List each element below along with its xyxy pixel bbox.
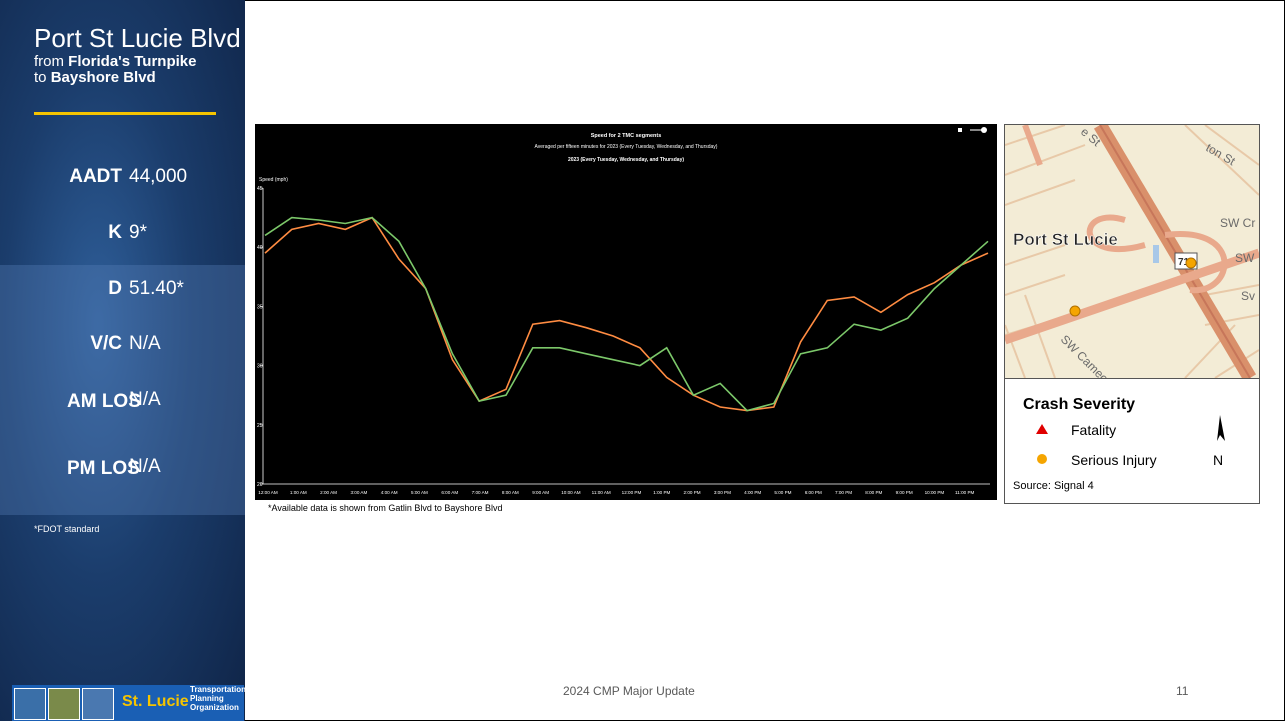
chart-x-tick-label: 11:00 AM <box>592 490 611 495</box>
chart-x-tick-label: 6:00 PM <box>805 490 822 495</box>
map-svg: 716 Port St Lucie ton St e St SW Cr SW S… <box>1005 125 1259 378</box>
chart-x-tick-label: 5:00 PM <box>774 490 791 495</box>
legend-serious-injury: Serious Injury <box>1071 452 1157 468</box>
chart-x-tick-label: 7:00 AM <box>472 490 489 495</box>
chart-y-tick-label: 25 <box>257 423 263 429</box>
street-label: SW Cr <box>1220 216 1255 230</box>
chart-x-tick-label: 8:00 PM <box>865 490 882 495</box>
chart-x-tick-label: 2:00 PM <box>684 490 701 495</box>
corridor-to: to Bayshore Blvd <box>34 70 156 86</box>
metric-value-d: 51.40* <box>129 278 184 299</box>
chart-y-tick-label: 20 <box>257 482 263 488</box>
chart-x-tick-label: 10:00 AM <box>561 490 581 495</box>
chart-x-tick-label: 9:00 PM <box>896 490 913 495</box>
logo-name: St. Lucie <box>122 693 189 710</box>
chart-x-tick-label: 11:00 PM <box>955 490 974 495</box>
from-word: from <box>34 53 64 70</box>
metric-label-k: K <box>108 222 122 243</box>
metric-value-am-los: N/A <box>129 389 161 410</box>
chart-footnote: *Available data is shown from Gatlin Blv… <box>268 503 503 513</box>
port-st-lucie-blvd <box>1005 248 1259 345</box>
metric-value-pm-los: N/A <box>129 456 161 477</box>
chart-x-tick-label: 7:00 PM <box>835 490 852 495</box>
chart-subtitle-2: 2023 (Every Tuesday, Wednesday, and Thur… <box>568 157 684 163</box>
north-label: N <box>1213 452 1224 468</box>
chart-x-tick-label: 2:00 AM <box>320 490 337 495</box>
metric-value-k: 9* <box>129 222 147 243</box>
chart-toggle-icon[interactable] <box>981 127 987 133</box>
to-place: Bayshore Blvd <box>50 69 156 86</box>
bus-icon <box>14 688 46 720</box>
footer-title: 2024 CMP Major Update <box>563 684 695 698</box>
chart-x-tick-label: 8:00 AM <box>502 490 519 495</box>
corridor-title: Port St Lucie Blvd <box>34 23 241 53</box>
chart-y-tick-label: 45 <box>257 186 263 192</box>
chart-y-tick-label: 30 <box>257 364 263 370</box>
logo-org: Transportation Planning Organization <box>190 685 245 712</box>
chart-y-tick-label: 40 <box>257 245 263 251</box>
sidebar-band <box>0 265 245 515</box>
speed-chart-svg: Speed for 2 TMC segments Averaged per fi… <box>257 127 990 495</box>
chart-menu-icon[interactable] <box>958 128 962 132</box>
chart-x-tick-label: 1:00 AM <box>290 490 307 495</box>
sidebar: Port St Lucie Blvd from Florida's Turnpi… <box>0 0 245 721</box>
speed-chart: Speed for 2 TMC segments Averaged per fi… <box>255 124 997 500</box>
chart-x-tick-label: 12:00 AM <box>258 490 278 495</box>
metric-value-vc: N/A <box>129 333 161 354</box>
chart-x-tick-label: 3:00 PM <box>714 490 731 495</box>
turnpike-centerline <box>1099 125 1251 378</box>
chart-x-tick-label: 12:00 PM <box>622 490 642 495</box>
tpo-logo: St. Lucie Transportation Planning Organi… <box>12 685 245 721</box>
street-label: SW <box>1235 251 1255 265</box>
metric-value-aadt: 44,000 <box>129 166 188 187</box>
metric-label-d: D <box>108 278 122 299</box>
legend-title: Crash Severity <box>1023 396 1136 413</box>
metric-label-am-los: AM LOS <box>67 391 141 412</box>
chart-x-tick-label: 6:00 AM <box>441 490 458 495</box>
metric-label-vc: V/C <box>90 333 122 354</box>
chart-x-tick-label: 4:00 PM <box>744 490 761 495</box>
chart-series-line-2 <box>264 216 989 412</box>
map-source: Source: Signal 4 <box>1013 480 1094 492</box>
interchange-ramp-west <box>1086 214 1146 253</box>
chart-series-line-1 <box>264 216 989 412</box>
bike-icon <box>82 688 114 720</box>
serious-injury-marker[interactable] <box>1069 305 1081 317</box>
chart-subtitle: Averaged per fifteen minutes for 2023 (E… <box>535 144 718 150</box>
metric-label-pm-los: PM LOS <box>67 458 140 479</box>
from-place: Florida's Turnpike <box>68 53 197 70</box>
title-underline <box>34 112 216 115</box>
to-word: to <box>34 69 47 86</box>
chart-y-tick-label: 35 <box>257 304 263 310</box>
legend-fatality: Fatality <box>1071 422 1117 438</box>
fatality-triangle-icon <box>1036 424 1048 434</box>
street-north <box>1022 125 1043 167</box>
metric-label-aadt: AADT <box>69 166 122 187</box>
crash-map: 716 Port St Lucie ton St e St SW Cr SW S… <box>1004 124 1260 504</box>
street-label: Sv <box>1241 289 1255 303</box>
chart-x-tick-label: 9:00 AM <box>532 490 549 495</box>
chart-title: Speed for 2 TMC segments <box>591 133 662 139</box>
chart-x-tick-label: 10:00 PM <box>925 490 945 495</box>
pond <box>1153 245 1159 263</box>
page-number: 11 <box>1176 684 1189 698</box>
chart-x-tick-label: 5:00 AM <box>411 490 428 495</box>
fdot-note: *FDOT standard <box>34 524 100 534</box>
logo-line2: Planning <box>190 694 224 703</box>
chart-x-tick-label: 1:00 PM <box>653 490 670 495</box>
chart-toggle-track[interactable] <box>970 129 984 131</box>
serious-injury-circle-icon <box>1037 454 1047 464</box>
logo-line3: Organization <box>190 703 239 712</box>
logo-line1: Transportation <box>190 685 245 694</box>
city-label: Port St Lucie <box>1013 230 1118 249</box>
interchange-ramp-east <box>1164 231 1228 294</box>
north-arrow-icon <box>1217 415 1225 441</box>
corridor-from: from Florida's Turnpike <box>34 54 196 70</box>
chart-ylabel: Speed (mph) <box>259 177 288 183</box>
chart-x-tick-label: 3:00 AM <box>350 490 367 495</box>
serious-injury-marker[interactable] <box>1185 257 1197 269</box>
chart-x-tick-label: 4:00 AM <box>381 490 398 495</box>
map-area[interactable]: 716 Port St Lucie ton St e St SW Cr SW S… <box>1005 125 1259 379</box>
train-icon <box>48 688 80 720</box>
